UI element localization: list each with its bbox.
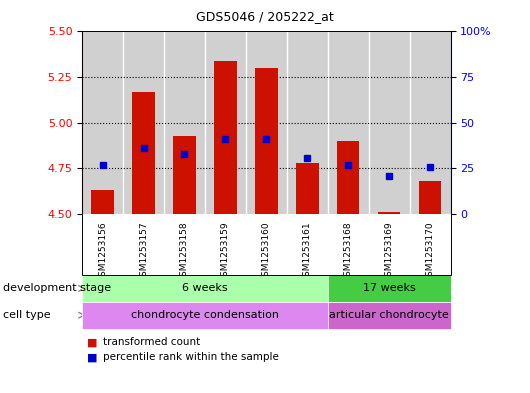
Text: development stage: development stage — [3, 283, 111, 294]
Bar — [246, 31, 287, 214]
Bar — [91, 191, 114, 214]
Bar — [410, 31, 450, 214]
Text: cell type: cell type — [3, 310, 50, 320]
Text: 6 weeks: 6 weeks — [182, 283, 228, 294]
Bar — [419, 181, 441, 214]
Text: transformed count: transformed count — [103, 337, 200, 347]
Bar — [255, 68, 278, 214]
Text: percentile rank within the sample: percentile rank within the sample — [103, 352, 279, 362]
Bar — [287, 31, 328, 214]
Text: articular chondrocyte: articular chondrocyte — [329, 310, 449, 320]
Text: 17 weeks: 17 weeks — [363, 283, 416, 294]
Bar — [123, 31, 164, 214]
Bar — [378, 212, 400, 214]
Bar — [132, 92, 155, 214]
Bar — [82, 31, 123, 214]
Text: chondrocyte condensation: chondrocyte condensation — [131, 310, 279, 320]
Text: ■: ■ — [87, 337, 98, 347]
Bar — [164, 31, 205, 214]
Bar — [296, 163, 319, 214]
Text: GDS5046 / 205222_at: GDS5046 / 205222_at — [196, 10, 334, 23]
Bar — [328, 31, 369, 214]
Bar — [337, 141, 359, 214]
Bar — [205, 31, 246, 214]
Bar — [369, 31, 410, 214]
Text: ■: ■ — [87, 352, 98, 362]
Bar — [214, 61, 237, 214]
Bar — [173, 136, 196, 214]
